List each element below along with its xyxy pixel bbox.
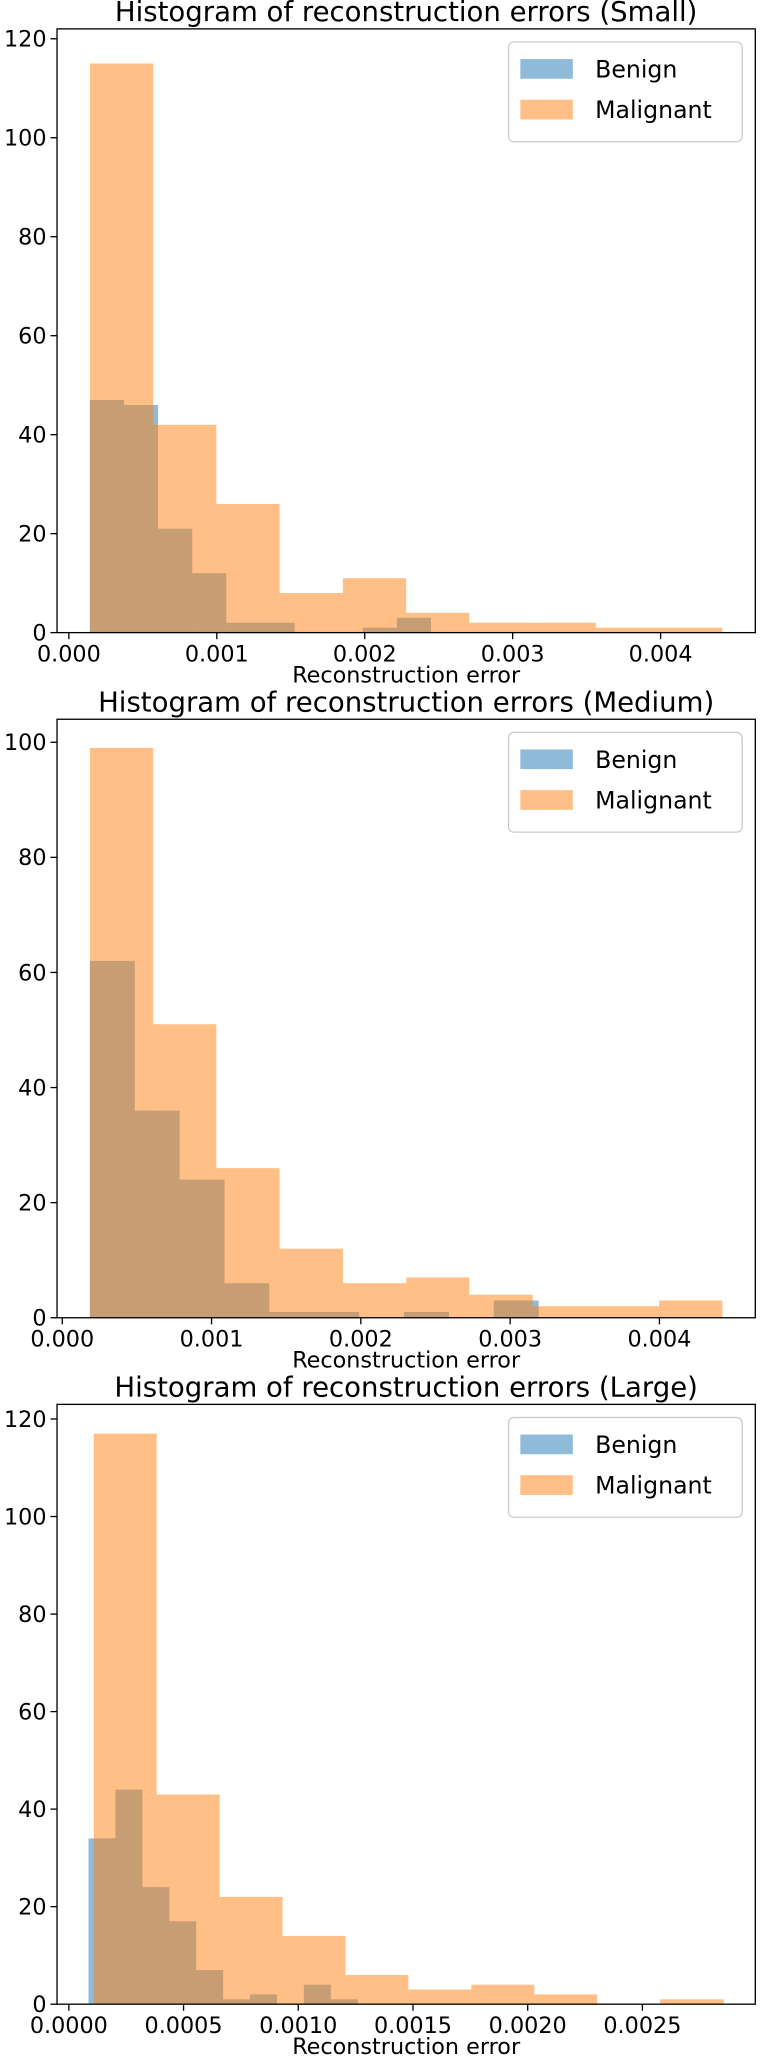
- y-tick-label: 60: [18, 324, 46, 350]
- x-tick-label: 0.0010: [259, 2013, 337, 2039]
- histogram-bar: [471, 1984, 535, 2005]
- histogram-bar: [469, 1294, 533, 1318]
- axes-frame: [56, 718, 756, 1319]
- histogram-bar: [659, 627, 723, 633]
- y-tick-label: 120: [4, 1407, 47, 1433]
- histogram-bar: [216, 503, 280, 633]
- chart-title: Histogram of reconstruction errors (Smal…: [115, 0, 698, 28]
- y-tick-label: 20: [18, 522, 46, 548]
- histogram-bar: [216, 1168, 280, 1318]
- histogram-bar: [406, 612, 470, 633]
- legend: Benign Malignant: [507, 1416, 743, 1518]
- y-tick-label: 60: [18, 960, 46, 986]
- x-tick-label: 0.000: [37, 642, 101, 668]
- histogram-bar: [532, 1306, 596, 1318]
- chart-title: Histogram of reconstruction errors (Medi…: [98, 686, 714, 718]
- x-tick-label: 0.002: [329, 1327, 393, 1353]
- histogram-bar: [595, 627, 660, 633]
- chart: Histogram of reconstruction errors (Larg…: [4, 1372, 756, 2058]
- x-tick-label: 0.004: [628, 1327, 692, 1353]
- histogram-bar: [659, 1300, 723, 1318]
- x-tick-label: 0.001: [185, 642, 249, 668]
- y-tick-label: 80: [18, 1602, 46, 1628]
- legend-swatch: [520, 59, 573, 79]
- y-tick-label: 20: [18, 1895, 46, 1921]
- histogram-bar: [279, 593, 343, 633]
- y-tick-label: 0: [32, 621, 46, 647]
- y-tick-label: 100: [4, 1504, 47, 1530]
- histogram-bar: [93, 1433, 157, 2005]
- histogram-bar: [153, 424, 217, 633]
- x-tick-label: 0.000: [30, 1327, 94, 1353]
- histogram-bar: [345, 1974, 409, 2005]
- legend-label: Benign: [595, 1431, 677, 1459]
- axes-frame: [56, 1403, 756, 2005]
- histogram-bar: [469, 622, 533, 633]
- x-tick-label: 0.0000: [30, 2013, 108, 2039]
- histogram-bar: [89, 63, 154, 633]
- histogram-bar: [342, 1283, 407, 1318]
- y-tick-label: 60: [18, 1699, 46, 1725]
- y-tick-label: 40: [18, 1075, 46, 1101]
- legend-label: Malignant: [595, 787, 712, 815]
- histogram-bar: [153, 1024, 217, 1318]
- y-tick-label: 80: [18, 225, 46, 251]
- histogram-bar: [408, 1989, 472, 2005]
- x-tick-label: 0.0015: [374, 2013, 452, 2039]
- y-tick-label: 100: [4, 730, 47, 756]
- legend-label: Benign: [595, 746, 677, 774]
- chart: Histogram of reconstruction errors (Smal…: [4, 0, 756, 689]
- y-tick-label: 20: [18, 1191, 46, 1217]
- legend-label: Malignant: [595, 1472, 712, 1500]
- x-tick-label: 0.001: [180, 1327, 244, 1353]
- x-tick-label: 0.0020: [489, 2013, 567, 2039]
- histogram-bar: [282, 1935, 346, 2005]
- legend-swatch: [520, 790, 573, 810]
- chart: Histogram of reconstruction errors (Medi…: [4, 686, 756, 1374]
- y-tick-label: 40: [18, 1797, 46, 1823]
- histogram-bar: [534, 1994, 598, 2005]
- y-tick-label: 0: [32, 1306, 46, 1332]
- histogram-bar: [279, 1248, 343, 1318]
- y-tick-label: 80: [18, 845, 46, 871]
- x-axis-label: Reconstruction error: [292, 663, 521, 689]
- histogram-bar: [156, 1794, 220, 2005]
- legend-swatch: [520, 99, 573, 120]
- y-tick-label: 120: [4, 27, 47, 53]
- legend: Benign Malignant: [507, 41, 743, 143]
- legend-swatch: [520, 1475, 573, 1495]
- histogram-bar: [342, 578, 407, 633]
- legend-label: Benign: [595, 55, 677, 83]
- x-tick-label: 0.002: [333, 642, 397, 668]
- histogram-bar: [219, 1896, 283, 2005]
- y-tick-label: 0: [32, 1992, 46, 2018]
- legend-swatch: [520, 1434, 573, 1455]
- x-tick-label: 0.0005: [145, 2013, 223, 2039]
- x-tick-label: 0.003: [478, 1327, 542, 1353]
- axes-frame: [56, 28, 756, 634]
- legend-label: Malignant: [595, 96, 712, 124]
- legend: Benign Malignant: [507, 731, 743, 833]
- chart-title: Histogram of reconstruction errors (Larg…: [114, 1372, 698, 1404]
- histogram-bar: [406, 1277, 470, 1318]
- histogram-bar: [532, 622, 596, 633]
- x-tick-label: 0.0025: [603, 2013, 681, 2039]
- x-axis-label: Reconstruction error: [292, 1348, 521, 1374]
- x-axis-label: Reconstruction error: [292, 2034, 521, 2058]
- y-tick-label: 100: [4, 126, 47, 152]
- histogram-bar: [660, 1999, 724, 2005]
- legend-swatch: [520, 749, 573, 770]
- y-tick-label: 40: [18, 423, 46, 449]
- x-tick-label: 0.003: [481, 642, 545, 668]
- histogram-bar: [595, 1306, 660, 1318]
- x-tick-label: 0.004: [629, 642, 693, 668]
- histogram-bar: [89, 748, 154, 1318]
